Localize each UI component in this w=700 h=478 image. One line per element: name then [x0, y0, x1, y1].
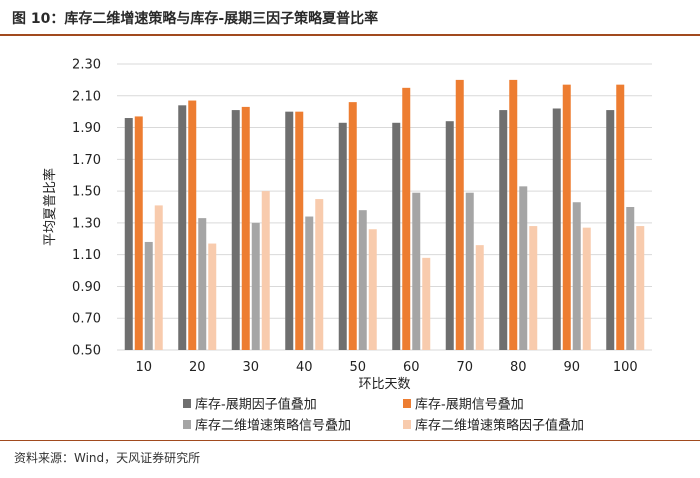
legend-label: 库存-展期因子值叠加	[195, 397, 317, 413]
bar	[305, 216, 314, 350]
bar	[636, 226, 645, 350]
y-tick-label: 1.70	[72, 153, 101, 168]
x-tick-label: 10	[135, 360, 152, 375]
bar	[231, 110, 240, 350]
bar	[499, 110, 508, 350]
bar	[208, 243, 217, 350]
legend-label: 库存二维增速策略因子值叠加	[415, 418, 584, 434]
bar	[616, 84, 625, 351]
bar	[124, 118, 133, 351]
bar	[188, 100, 197, 351]
x-axis-title: 环比天数	[358, 377, 410, 392]
bar	[626, 207, 635, 350]
bar	[295, 111, 304, 351]
bar	[315, 199, 324, 350]
bar	[144, 241, 153, 350]
x-tick-label: 50	[349, 360, 366, 375]
figure-footer: 资料来源：Wind，天风证券研究所	[0, 440, 700, 478]
legend-swatch	[183, 420, 191, 429]
y-axis-title: 平均夏普比率	[42, 168, 58, 246]
bar	[465, 192, 474, 350]
bar	[285, 111, 294, 351]
bar	[368, 229, 377, 350]
bar	[261, 191, 270, 350]
bar	[509, 79, 518, 350]
x-tick-label: 100	[613, 360, 638, 375]
bar	[134, 116, 143, 350]
bar	[529, 226, 538, 350]
figure-title: 图 10：库存二维增速策略与库存-展期三因子策略夏普比率	[12, 11, 379, 27]
x-tick-label: 40	[296, 360, 313, 375]
bar	[338, 122, 347, 351]
bar	[241, 106, 250, 351]
legend-swatch	[183, 399, 191, 408]
bar	[154, 205, 163, 350]
y-tick-label: 2.10	[72, 89, 101, 104]
bar	[178, 105, 187, 350]
bar	[606, 110, 615, 350]
x-tick-label: 30	[242, 360, 259, 375]
bar	[348, 102, 357, 350]
bar	[412, 192, 421, 350]
y-tick-labels: 0.50 0.70 0.90 1.10 1.30 1.50 1.70 1.90 2.10 2.30	[72, 58, 101, 359]
bar	[519, 186, 528, 350]
y-tick-label: 1.90	[72, 121, 101, 136]
source-note: 资料来源：Wind，天风证券研究所	[14, 451, 201, 465]
bar	[562, 84, 571, 351]
y-tick-label: 1.10	[72, 248, 101, 263]
bar	[402, 87, 411, 351]
bar	[198, 218, 207, 350]
y-tick-label: 0.50	[72, 344, 101, 359]
legend-swatch	[403, 420, 411, 429]
x-tick-label: 60	[403, 360, 420, 375]
bar	[455, 79, 464, 350]
bar	[475, 245, 484, 350]
x-tick-label: 20	[189, 360, 206, 375]
grid-lines	[117, 63, 652, 351]
bar	[251, 222, 260, 350]
y-tick-label: 0.90	[72, 280, 101, 295]
y-tick-label: 1.50	[72, 185, 101, 200]
x-tick-label: 90	[563, 360, 580, 375]
bars	[124, 79, 645, 351]
x-tick-label: 70	[456, 360, 473, 375]
bar	[552, 108, 561, 350]
bar	[422, 257, 431, 350]
y-tick-label: 1.30	[72, 216, 101, 231]
y-tick-label: 2.30	[72, 58, 101, 73]
y-tick-label: 0.70	[72, 312, 101, 327]
bar	[572, 202, 581, 350]
legend-label: 库存-展期信号叠加	[415, 397, 524, 413]
x-tick-label: 80	[510, 360, 527, 375]
bar	[582, 227, 591, 350]
bar	[392, 122, 401, 351]
bar-chart: 0.50 0.70 0.90 1.10 1.30 1.50 1.70 1.90 2.10 2.30…	[42, 58, 652, 434]
figure-header: 图 10：库存二维增速策略与库存-展期三因子策略夏普比率	[0, 0, 700, 36]
legend-label: 库存二维增速策略信号叠加	[195, 418, 351, 434]
bar	[445, 121, 454, 350]
x-tick-labels: 10 20 30 40 50 60 70 80 90 100	[135, 360, 637, 375]
legend-swatch	[403, 399, 411, 408]
bar	[358, 210, 367, 350]
